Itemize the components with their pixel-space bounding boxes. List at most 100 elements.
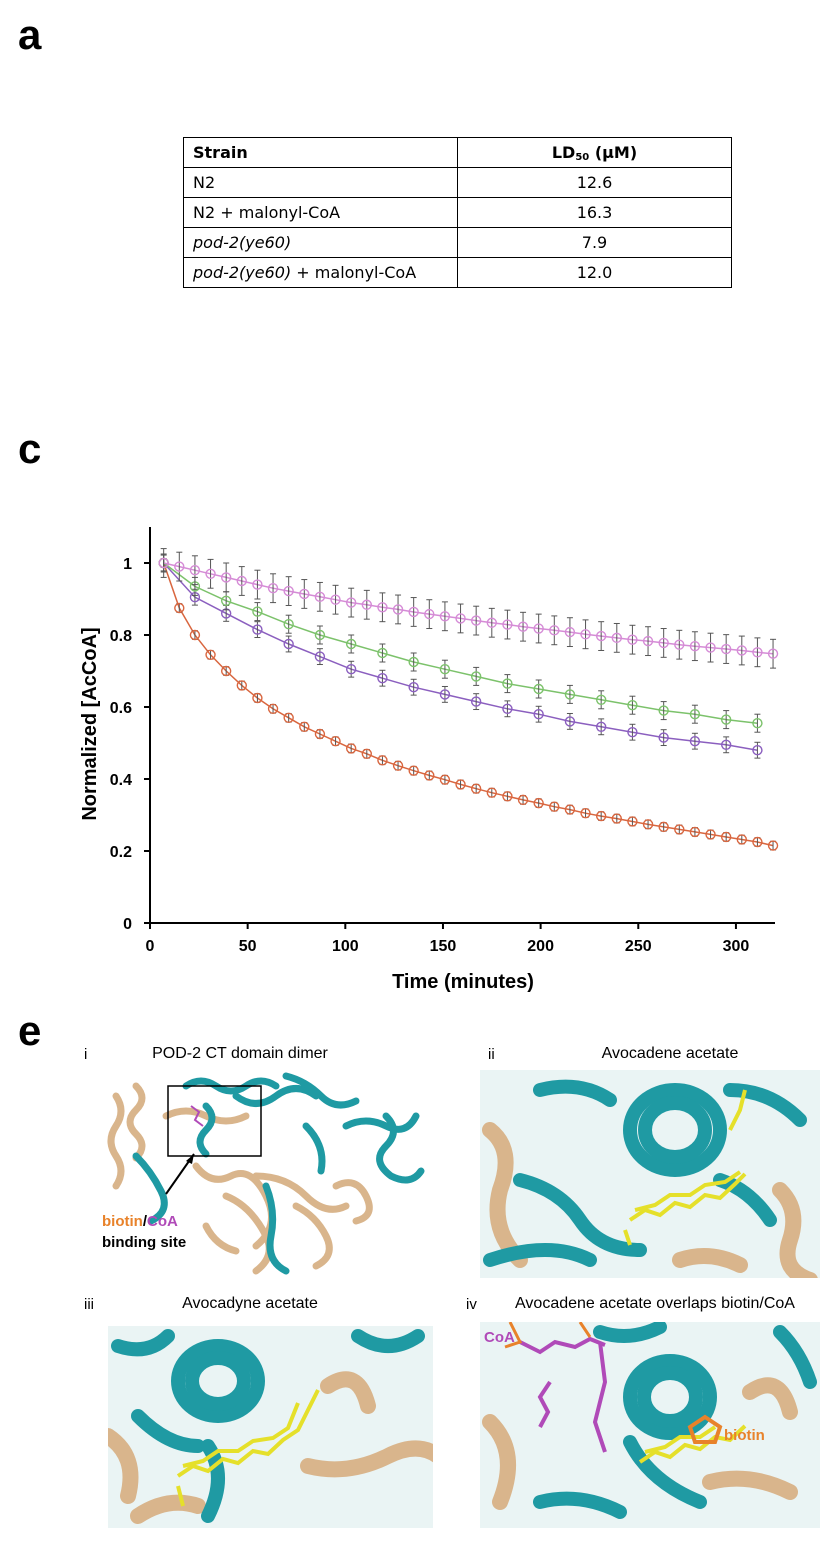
ct-domain-dimer-structure	[107, 1072, 425, 1275]
data-point	[377, 672, 388, 684]
data-point	[283, 638, 294, 650]
panel-letter-a: a	[18, 11, 42, 58]
table-row: pod-2(ye60) + malonyl-CoA 12.0	[183, 257, 732, 288]
data-point	[767, 648, 779, 659]
data-point	[299, 588, 310, 600]
series-line	[163, 562, 758, 724]
teal-chain	[132, 1072, 425, 1275]
data-point	[470, 696, 482, 707]
biotin-label: biotin	[102, 1213, 143, 1230]
data-point	[439, 774, 451, 785]
avocadene-acetate-structure	[480, 1070, 820, 1278]
y-tick-label: 0.4	[110, 772, 132, 789]
coa-ligand-small	[190, 1105, 204, 1127]
data-point	[408, 606, 419, 618]
data-point	[314, 591, 326, 603]
data-point	[392, 760, 404, 771]
data-point	[517, 794, 529, 806]
data-point	[439, 611, 451, 622]
data-point	[720, 831, 732, 843]
data-point	[736, 834, 747, 845]
data-point	[236, 575, 247, 587]
data-point	[767, 840, 779, 851]
data-point	[174, 602, 185, 614]
data-point	[595, 630, 607, 642]
data-point	[752, 717, 763, 729]
data-point	[595, 721, 607, 733]
subpanel-title-iii: Avocadyne acetate	[182, 1295, 318, 1312]
data-point	[564, 626, 576, 638]
data-point	[408, 656, 419, 668]
x-tick-label: 0	[146, 938, 155, 955]
x-axis-label: Time (minutes)	[392, 971, 534, 993]
data-point	[470, 671, 482, 682]
subpanel-title-i: POD-2 CT domain dimer	[152, 1045, 328, 1062]
strain-cell: N2	[183, 167, 458, 198]
series-line	[162, 562, 774, 847]
teal-helices	[111, 1329, 425, 1523]
chart-series	[158, 548, 779, 851]
subpanel-label-ii: ii	[488, 1046, 495, 1063]
coa-ligand	[519, 1336, 608, 1453]
data-point	[252, 624, 263, 635]
series-line	[163, 562, 758, 751]
arrowhead-icon	[186, 1154, 194, 1164]
data-point	[345, 743, 357, 754]
data-point	[642, 635, 654, 647]
data-point	[502, 678, 513, 689]
data-point	[330, 735, 341, 747]
data-point	[580, 629, 591, 640]
data-point	[345, 663, 357, 675]
data-point	[189, 629, 201, 641]
data-point	[627, 634, 638, 645]
data-point	[236, 680, 247, 691]
y-tick-label: 0.2	[110, 844, 132, 861]
strain-cell: pod-2(ye60) + malonyl-CoA	[183, 257, 458, 288]
teal-helices	[483, 1079, 807, 1267]
data-point	[220, 665, 232, 677]
data-point	[439, 663, 451, 675]
subpanel-label-i: i	[84, 1046, 88, 1063]
data-point	[267, 703, 279, 715]
data-point	[455, 613, 466, 624]
ld50-cell: 7.9	[457, 227, 732, 258]
data-point	[549, 625, 560, 636]
data-point	[752, 836, 763, 848]
data-point	[377, 755, 388, 766]
overlap-structure: CoA biotin	[480, 1322, 820, 1528]
ld50-cell: 12.0	[457, 257, 732, 288]
data-point	[752, 744, 763, 756]
data-point	[408, 681, 419, 693]
data-point	[658, 821, 669, 833]
data-point	[345, 638, 357, 650]
data-point	[205, 568, 216, 580]
data-point	[220, 595, 232, 607]
avocadyne-acetate-structure	[108, 1326, 433, 1528]
subpanel-label-iv: iv	[466, 1296, 477, 1313]
binding-site-annotation-line2: binding site	[102, 1234, 187, 1251]
data-point	[533, 683, 544, 695]
biotin-label: biotin	[724, 1427, 765, 1444]
header-ld50: LD50 (μM)	[457, 137, 732, 168]
data-point	[736, 645, 747, 656]
ld50-cell: 16.3	[457, 197, 732, 228]
data-point	[689, 640, 701, 652]
x-tick-label: 250	[625, 938, 652, 955]
data-point	[720, 643, 732, 655]
y-tick-label: 0	[123, 916, 132, 933]
header-ld50-main: LD	[551, 142, 576, 162]
data-point	[486, 787, 497, 798]
data-point	[517, 621, 529, 632]
data-point	[361, 748, 372, 760]
y-tick-label: 0.8	[110, 628, 132, 645]
data-point	[564, 804, 576, 815]
header-ld50-unit: (μM)	[589, 142, 638, 162]
data-point	[283, 585, 294, 597]
data-point	[533, 623, 544, 634]
data-point	[720, 714, 732, 725]
data-point	[283, 618, 294, 630]
table-row: N2 12.6	[183, 167, 732, 198]
tan-helices	[482, 1122, 818, 1278]
coa-label: CoA	[147, 1213, 178, 1230]
coa-label: CoA	[484, 1329, 515, 1346]
